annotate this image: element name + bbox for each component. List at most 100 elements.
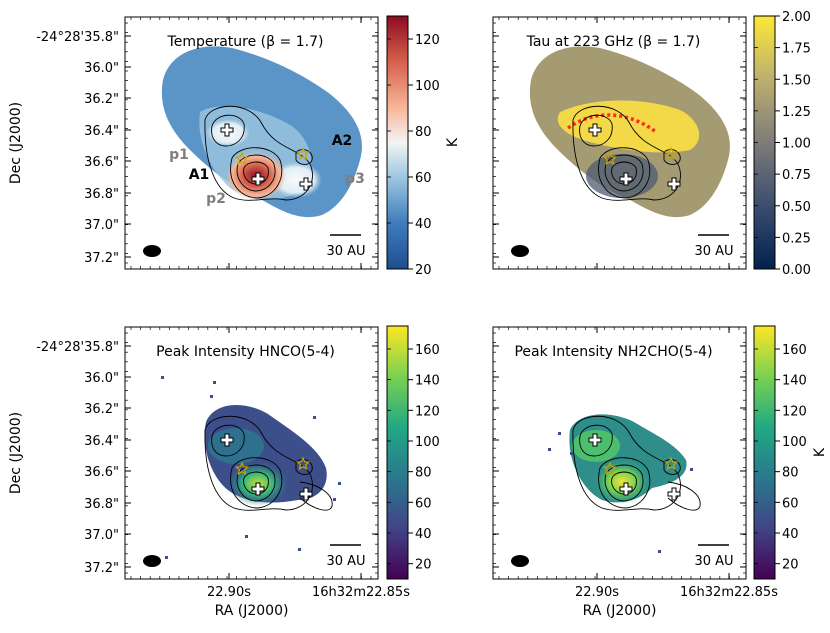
panel-tau: [492, 16, 747, 270]
scale-bar-label: 30 AU: [694, 554, 733, 569]
star-marker: [234, 461, 250, 476]
colorbar-tick-label: 0.50: [782, 200, 811, 215]
y-axis-label: Dec (J2000): [8, 102, 24, 184]
colorbar-tick-label: 120: [415, 404, 440, 419]
colorbar-tick-label: 80: [782, 466, 799, 481]
colorbar: [386, 15, 409, 270]
colorbar-label: K: [445, 137, 461, 147]
colorbar-tick-label: 60: [782, 496, 799, 511]
noise-pixels: [548, 432, 693, 553]
scale-bar-label: 30 AU: [694, 244, 733, 259]
beam-ellipse: [511, 555, 529, 567]
colorbar-tick-label: 20: [782, 558, 799, 573]
continuum-peak-marker: [220, 123, 234, 137]
panel-title: Peak Intensity HNCO(5-4): [156, 344, 335, 360]
continuum-peak-marker: [667, 487, 681, 501]
x-axis-label: RA (J2000): [215, 603, 289, 619]
dec-tick-label: 36.4": [84, 124, 119, 139]
colorbar-tick-label: 1.00: [782, 137, 811, 152]
dec-tick-label: 36.0": [84, 371, 119, 386]
colorbar-tick-label: 140: [782, 374, 807, 389]
dec-tick-label: 37.0": [84, 528, 119, 543]
beam-ellipse: [143, 555, 161, 567]
dec-tick-label: 37.2": [84, 561, 119, 576]
star-marker: [663, 146, 679, 161]
continuum-peak-marker: [220, 433, 234, 447]
colorbar-tick-label: 60: [415, 496, 432, 511]
continuum-peak-marker: [299, 177, 313, 191]
colorbar-tick-label: 0.25: [782, 231, 811, 246]
star-marker: [295, 456, 311, 471]
colorbar-tick-label: 40: [415, 527, 432, 542]
colorbar-tick-label: 20: [415, 263, 432, 278]
dec-tick-label: 37.0": [84, 218, 119, 233]
ra-tick-label: 16h32m22.85s: [680, 585, 778, 600]
continuum-peak-marker: [667, 177, 681, 191]
colorbar-tick-label: 2.00: [782, 10, 811, 25]
continuum-peak-marker: [251, 172, 265, 186]
dec-tick-label: -24°28'35.8": [36, 30, 119, 45]
ra-tick-label: 16h32m22.85s: [312, 585, 410, 600]
continuum-peak-marker: [251, 482, 265, 496]
colorbar-tick-label: 1.75: [782, 42, 811, 57]
panel-temperature: [124, 16, 379, 270]
region-label-p2: p2: [206, 191, 226, 207]
panel-title: Temperature (β = 1.7): [167, 34, 324, 50]
colorbar-tick-label: 160: [415, 343, 440, 358]
high-tau-ridge: [557, 100, 700, 153]
scale-bar-label: 30 AU: [326, 244, 365, 259]
star-marker: [602, 151, 618, 166]
dec-tick-label: 36.2": [84, 402, 119, 417]
colorbar-tick-label: 0.75: [782, 168, 811, 183]
colorbar-tick-label: 1.25: [782, 105, 811, 120]
x-axis-label: RA (J2000): [583, 603, 657, 619]
emission-region: [208, 428, 264, 464]
panel-title: Tau at 223 GHz (β = 1.7): [526, 34, 701, 50]
beam-ellipse: [143, 245, 161, 257]
continuum-peak-marker: [619, 172, 633, 186]
star-marker: [602, 461, 618, 476]
panel-hnco: [124, 326, 379, 580]
region-label-a2: A2: [332, 133, 353, 149]
colorbar-tick-label: 40: [415, 217, 432, 232]
colorbar-tick-label: 120: [782, 404, 807, 419]
a1-emission-peak: [594, 460, 650, 504]
red-dotted-arc: [566, 113, 658, 134]
star-marker: [234, 151, 250, 166]
dec-tick-label: 36.2": [84, 92, 119, 107]
dec-tick-label: 36.8": [84, 497, 119, 512]
continuum-peak-marker: [299, 487, 313, 501]
dec-tick-label: 36.8": [84, 187, 119, 202]
colorbar-tick-label: 100: [415, 79, 440, 94]
colorbar-tick-label: 60: [415, 171, 432, 186]
colorbar-tick-label: 140: [415, 374, 440, 389]
colorbar-tick-label: 80: [415, 466, 432, 481]
star-marker: [663, 456, 679, 471]
panel-title: Peak Intensity NH2CHO(5-4): [514, 344, 712, 360]
region-label-p3: p3: [345, 171, 365, 187]
dec-tick-label: 37.2": [84, 251, 119, 266]
colorbar-tick-label: 0.00: [782, 263, 811, 278]
scale-bar-label: 30 AU: [326, 554, 365, 569]
dec-tick-label: -24°28'35.8": [36, 340, 119, 355]
dec-tick-label: 36.4": [84, 434, 119, 449]
colorbar-tick-label: 1.50: [782, 73, 811, 88]
colorbar-tick-label: 100: [782, 435, 807, 450]
panel-nh2cho: [492, 326, 747, 580]
colorbar: [386, 325, 409, 580]
noise-pixels: [161, 376, 341, 559]
colorbar-tick-label: 120: [415, 33, 440, 48]
beam-ellipse: [511, 245, 529, 257]
region-label-p1: p1: [169, 147, 189, 163]
y-axis-label: Dec (J2000): [8, 412, 24, 494]
star-marker: [295, 146, 311, 161]
ra-tick-label: 22.90s: [575, 585, 619, 600]
colorbar-label: K: [812, 447, 828, 457]
continuum-peak-marker: [588, 433, 602, 447]
continuum-peak-marker: [588, 123, 602, 137]
dec-tick-label: 36.6": [84, 465, 119, 480]
colorbar-tick-label: 160: [782, 343, 807, 358]
colorbar-tick-label: 80: [415, 125, 432, 140]
ra-tick-label: 22.90s: [207, 585, 251, 600]
